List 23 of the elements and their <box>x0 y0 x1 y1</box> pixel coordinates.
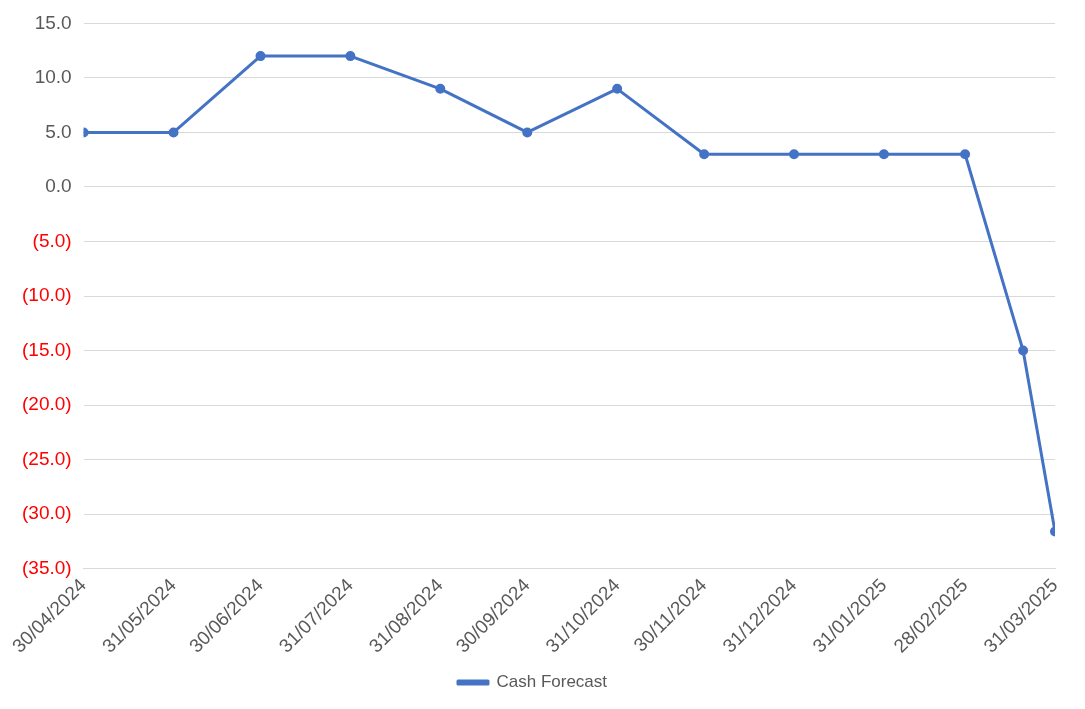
point <box>789 149 800 160</box>
y-tick-label: 0.0 <box>45 175 72 197</box>
y-tick-label: (10.0) <box>21 284 72 306</box>
point <box>1018 345 1029 356</box>
y-tick-label: 10.0 <box>34 66 72 88</box>
y-tick-label: (30.0) <box>21 502 72 524</box>
point <box>960 149 971 160</box>
point <box>878 149 889 160</box>
point <box>522 127 533 138</box>
point <box>612 83 623 94</box>
y-tick-label: (20.0) <box>21 393 72 415</box>
y-tick-label: (15.0) <box>21 338 72 360</box>
point <box>699 149 710 160</box>
y-tick-label: (35.0) <box>21 556 72 578</box>
point <box>255 51 266 62</box>
legend-label: Cash Forecast <box>496 672 608 692</box>
y-tick-label: (5.0) <box>32 229 72 251</box>
y-tick-label: (25.0) <box>21 447 72 469</box>
point <box>435 83 446 94</box>
point <box>168 127 179 138</box>
point <box>345 51 356 62</box>
y-tick-label: 15.0 <box>34 11 72 33</box>
y-tick-label: 5.0 <box>45 120 72 142</box>
